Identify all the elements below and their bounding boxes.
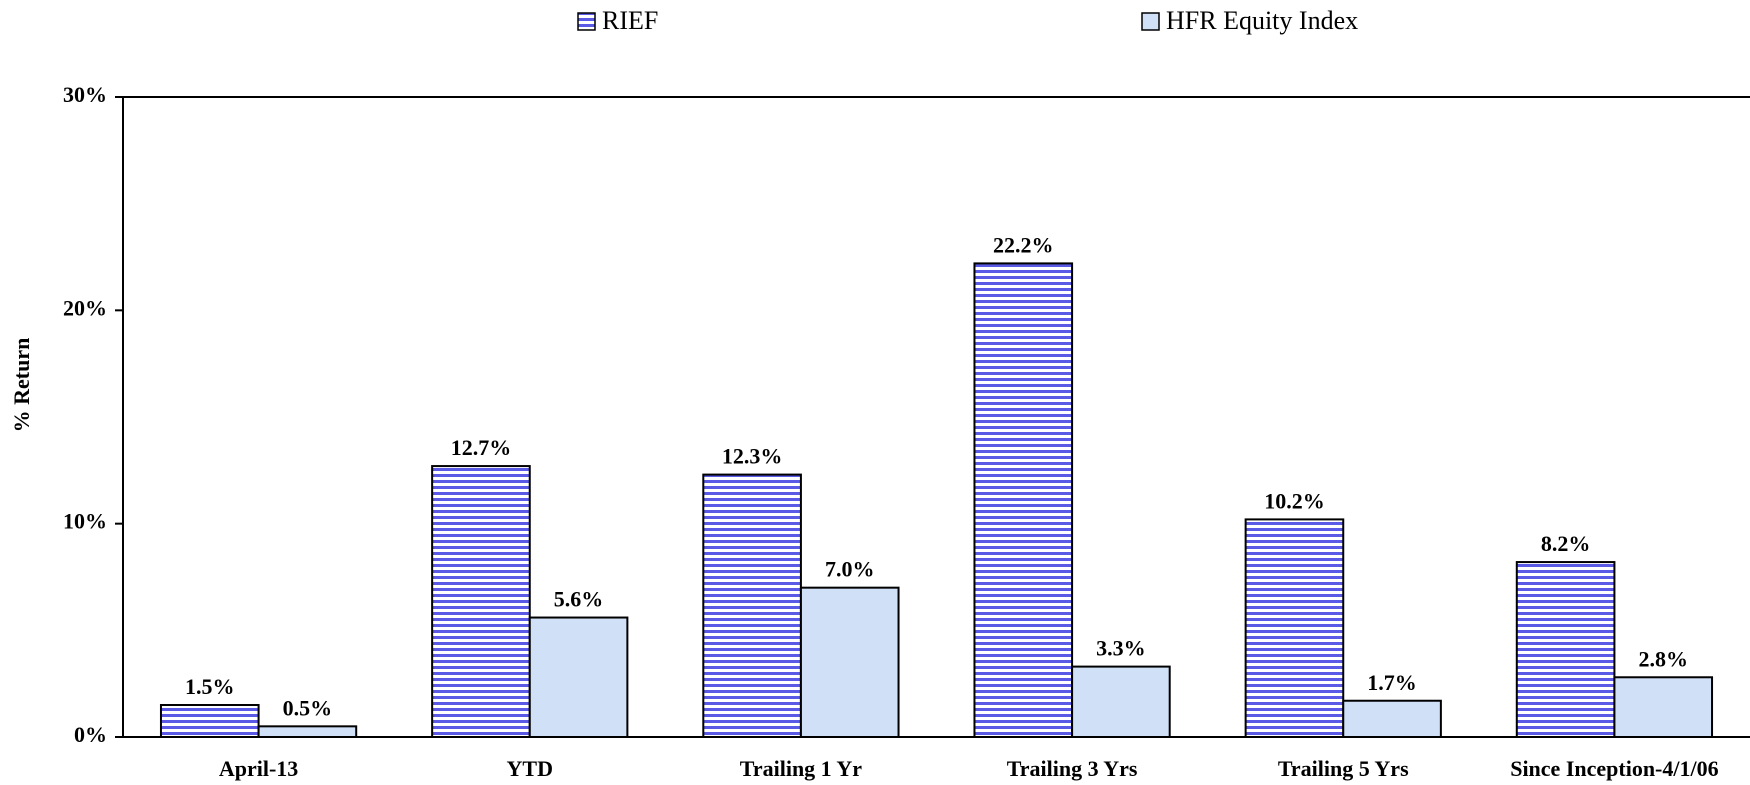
value-label: 2.8% — [1638, 646, 1688, 671]
legend-label: HFR Equity Index — [1166, 6, 1358, 35]
legend-swatch — [1141, 12, 1160, 31]
bar — [1071, 665, 1171, 738]
x-tick-label: Since Inception-4/1/06 — [1510, 756, 1718, 781]
x-tick-label: April-13 — [219, 756, 298, 781]
bar — [159, 704, 260, 738]
y-tick-label: 10% — [63, 509, 107, 534]
bar — [1613, 676, 1714, 738]
value-label: 1.5% — [185, 674, 235, 699]
value-label: 10.2% — [1264, 488, 1325, 513]
value-label: 8.2% — [1541, 531, 1591, 556]
bar — [528, 616, 629, 738]
x-tick-label: Trailing 3 Yrs — [1007, 756, 1138, 781]
value-label: 5.6% — [554, 587, 604, 612]
y-tick-label: 0% — [74, 722, 107, 747]
value-label: 1.7% — [1367, 670, 1417, 695]
value-label: 12.3% — [722, 444, 783, 469]
bar — [431, 465, 531, 738]
value-label: 7.0% — [825, 557, 875, 582]
x-tick-label: YTD — [507, 756, 553, 781]
bar — [1244, 518, 1345, 739]
bar — [973, 262, 1074, 738]
legend-swatch — [577, 12, 596, 31]
bar — [257, 725, 358, 738]
y-axis-label: % Return — [9, 338, 34, 433]
value-label: 22.2% — [993, 232, 1054, 257]
y-tick-label: 30% — [63, 82, 107, 107]
bar — [799, 586, 900, 739]
x-tick-label: Trailing 1 Yr — [740, 756, 862, 781]
bar — [1342, 699, 1442, 739]
value-label: 12.7% — [451, 435, 512, 460]
bar — [1515, 561, 1616, 738]
legend-label: RIEF — [602, 6, 658, 35]
x-tick-label: Trailing 5 Yrs — [1278, 756, 1409, 781]
y-tick-label: 20% — [63, 295, 107, 320]
bar — [702, 473, 802, 738]
value-label: 0.5% — [283, 695, 333, 720]
value-label: 3.3% — [1096, 636, 1146, 661]
